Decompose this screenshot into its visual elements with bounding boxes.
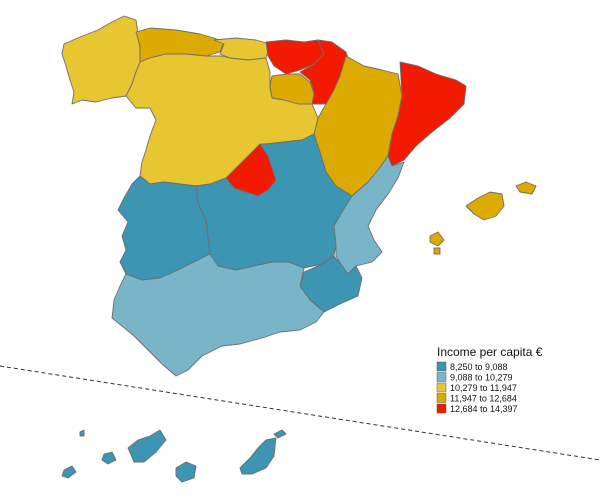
region-canary[interactable] [61, 429, 287, 483]
legend: Income per capita € 8,250 to 9,0889,088 … [436, 345, 543, 414]
legend-swatch [436, 372, 447, 382]
region-andalusia[interactable] [111, 253, 325, 377]
legend-label: 10,279 to 11,947 [450, 383, 517, 393]
legend-swatch [436, 382, 447, 393]
legend-label: 12,684 to 14,397 [450, 404, 518, 414]
legend-swatch [436, 403, 447, 414]
legend-title: Income per capita € [437, 345, 543, 359]
legend-label: 11,947 to 12,684 [450, 394, 517, 404]
region-navarre[interactable] [299, 39, 351, 105]
region-catalonia[interactable] [387, 61, 467, 167]
inset-separator-line [0, 365, 600, 461]
legend-label: 8,250 to 9,088 [450, 362, 508, 372]
legend-swatch [436, 393, 447, 403]
region-balearic[interactable] [429, 181, 537, 255]
legend-swatch [436, 361, 447, 372]
legend-label: 9,088 to 10,279 [450, 373, 513, 383]
region-valencia[interactable] [333, 155, 405, 275]
